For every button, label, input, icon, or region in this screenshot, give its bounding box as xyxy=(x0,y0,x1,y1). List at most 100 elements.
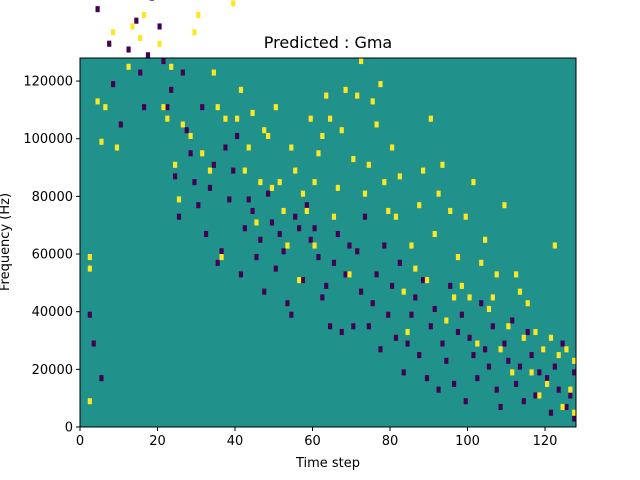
heatmap-cell-low xyxy=(192,179,197,186)
heatmap-cell-low xyxy=(312,225,317,232)
heatmap-cell-high xyxy=(293,167,298,174)
heatmap-cell-high xyxy=(405,328,410,336)
heatmap-cell-low xyxy=(227,196,232,203)
heatmap-cell-low xyxy=(510,317,515,324)
plot-frame xyxy=(79,57,577,428)
heatmap-cell-high xyxy=(475,340,480,347)
heatmap-cell-low xyxy=(432,305,437,312)
heatmap-cell-high xyxy=(273,104,278,111)
heatmap-cell-high xyxy=(436,190,441,197)
heatmap-cell-high xyxy=(432,230,437,238)
heatmap-cell-high xyxy=(452,294,457,301)
heatmap-cell-high xyxy=(169,63,174,70)
x-axis-label: Time step xyxy=(295,456,360,471)
heatmap-cell-high xyxy=(130,23,135,30)
heatmap-cell-low xyxy=(184,127,189,134)
heatmap-cell-high xyxy=(560,403,565,411)
heatmap-cell-low xyxy=(436,386,441,393)
heatmap-cell-low xyxy=(568,392,573,399)
heatmap-cell-high xyxy=(242,167,247,174)
heatmap-cell-low xyxy=(545,375,550,382)
heatmap-cell-low xyxy=(378,346,383,353)
heatmap-cell-low xyxy=(362,213,368,220)
heatmap-cell-low xyxy=(498,403,503,411)
heatmap-cell-high xyxy=(382,179,387,186)
heatmap-cell-high xyxy=(188,132,193,140)
heatmap-cell-high xyxy=(335,184,340,191)
heatmap-cell-low xyxy=(211,161,216,168)
heatmap-cell-high xyxy=(506,323,511,330)
x-tick-label: 40 xyxy=(227,434,244,449)
heatmap-cell-high xyxy=(359,58,364,65)
heatmap-cell-high xyxy=(545,380,550,387)
heatmap-cell-high xyxy=(126,63,131,70)
heatmap-cell-high xyxy=(258,179,263,186)
heatmap-cell-high xyxy=(285,242,290,249)
heatmap-cell-low xyxy=(269,219,275,226)
heatmap-cell-low xyxy=(223,144,228,151)
heatmap-cell-low xyxy=(293,213,298,220)
heatmap-cell-low xyxy=(149,0,154,1)
heatmap-cell-low xyxy=(417,352,422,359)
heatmap-cell-low xyxy=(304,202,309,209)
y-tick-label: 60000 xyxy=(32,248,73,263)
heatmap-cell-high xyxy=(300,190,306,197)
heatmap-cell-low xyxy=(548,409,554,416)
heatmap-cell-high xyxy=(304,207,309,214)
heatmap-cell-low xyxy=(126,46,131,53)
heatmap-cell-low xyxy=(188,150,193,157)
y-tick-label: 40000 xyxy=(32,305,73,320)
x-tick-label: 120 xyxy=(533,434,558,449)
heatmap-cell-high xyxy=(421,167,426,174)
heatmap-cell-high xyxy=(312,179,317,186)
heatmap-cell-low xyxy=(413,294,418,301)
heatmap-cell-low xyxy=(111,81,116,88)
heatmap-cell-low xyxy=(285,300,290,307)
heatmap-cell-high xyxy=(161,104,166,111)
heatmap-cell-high xyxy=(568,386,573,393)
heatmap-cell-high xyxy=(514,271,519,278)
heatmap-cell-low xyxy=(250,207,255,214)
heatmap-cell-high xyxy=(289,144,294,151)
heatmap-cell-high xyxy=(502,202,507,209)
chart-title: Predicted : Gma xyxy=(264,33,392,52)
heatmap-cell-low xyxy=(196,202,201,209)
heatmap-cell-low xyxy=(343,271,348,278)
heatmap-cell-high xyxy=(246,144,251,151)
heatmap-cell-high xyxy=(200,150,205,157)
heatmap-cell-high xyxy=(95,98,100,105)
heatmap-cell-low xyxy=(390,282,395,289)
heatmap-cell-low xyxy=(231,167,236,174)
y-tick-label: 0 xyxy=(65,421,73,436)
heatmap-cell-low xyxy=(572,415,577,422)
heatmap-cell-low xyxy=(138,69,143,76)
heatmap-cell-low xyxy=(533,392,538,399)
heatmap-cell-low xyxy=(463,398,468,405)
heatmap-cell-low xyxy=(444,357,449,364)
heatmap-cell-high xyxy=(401,288,406,295)
heatmap-cell-high xyxy=(250,109,255,116)
heatmap-cell-high xyxy=(510,369,515,376)
heatmap-cell-low xyxy=(242,225,247,232)
heatmap-cell-low xyxy=(297,225,302,232)
heatmap-cell-low xyxy=(428,323,433,330)
x-tick-label: 20 xyxy=(149,434,166,449)
heatmap-cell-low xyxy=(448,282,453,289)
heatmap-cell-low xyxy=(180,69,185,76)
heatmap-cell-high xyxy=(390,144,395,151)
heatmap-cell-low xyxy=(517,363,523,370)
heatmap-cell-low xyxy=(560,340,565,347)
heatmap-cell-low xyxy=(397,259,402,266)
heatmap-cell-high xyxy=(254,219,259,226)
heatmap-cell-low xyxy=(483,346,488,353)
heatmap-cell-low xyxy=(258,236,263,243)
heatmap-cell-low xyxy=(99,375,104,382)
heatmap-cell-low xyxy=(347,242,352,249)
heatmap-cell-low xyxy=(421,277,426,284)
heatmap-cell-low xyxy=(382,242,387,249)
heatmap-cell-low xyxy=(165,104,170,111)
heatmap-cell-low xyxy=(200,104,205,111)
heatmap-cell-low xyxy=(552,363,557,370)
heatmap-cell-high xyxy=(541,346,546,353)
